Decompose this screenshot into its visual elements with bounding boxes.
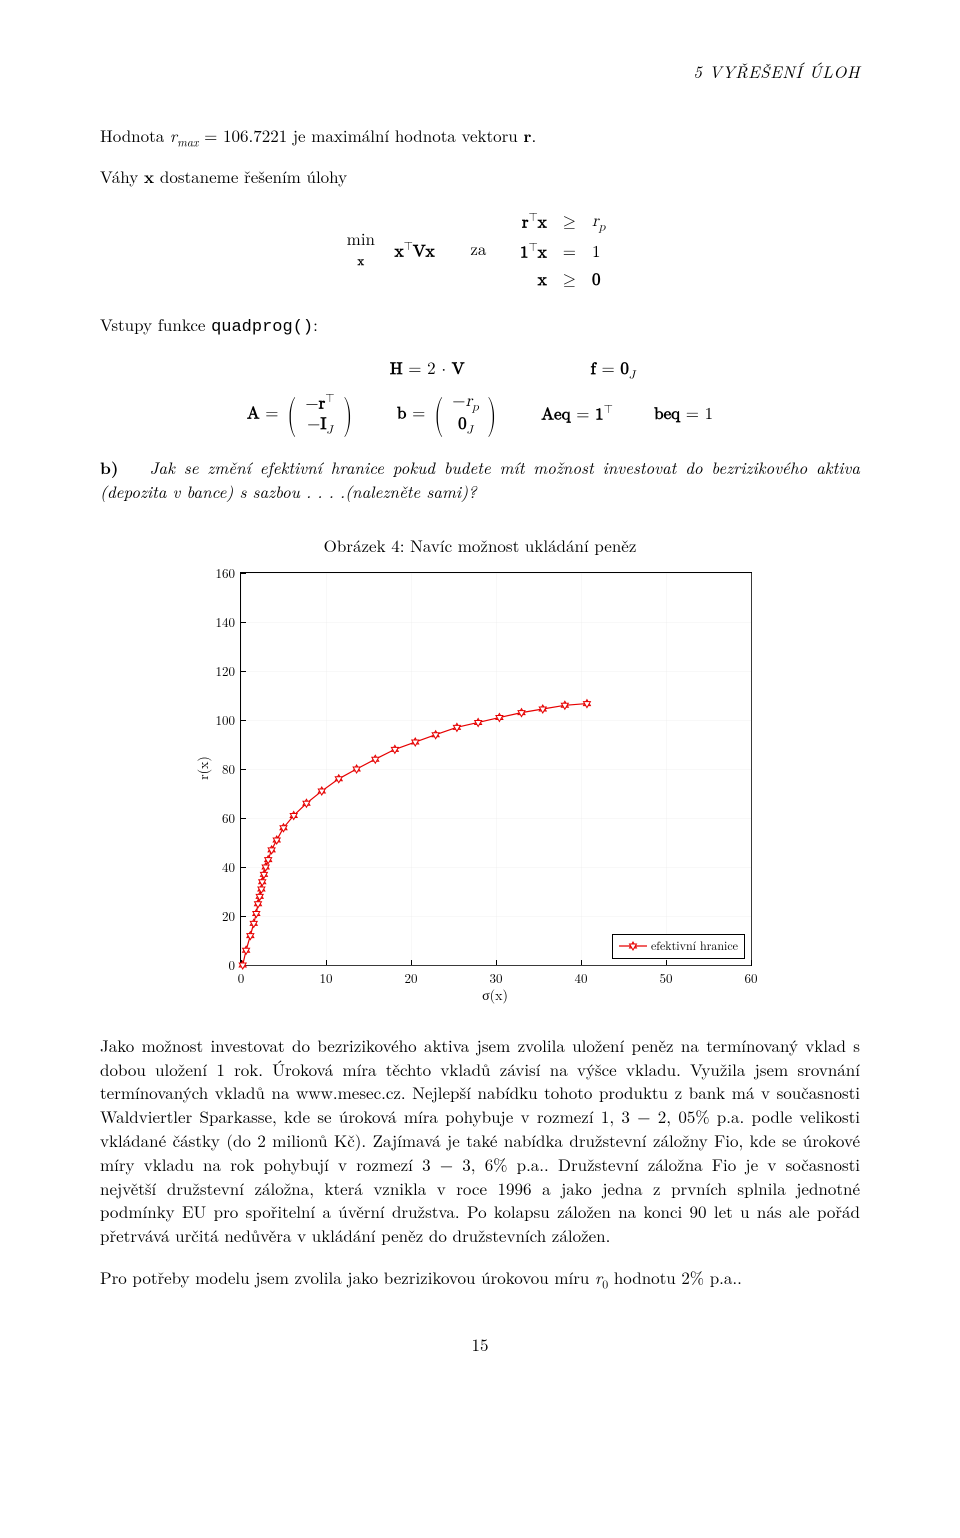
constraints-table: r⊤x≥rp 1⊤x=1 x≥0 xyxy=(512,208,613,295)
b-def: b = ( −rp0J ) xyxy=(397,392,500,437)
za: za xyxy=(470,239,486,263)
intro-line-1: Hodnota rmax = 106.7221 je maximální hod… xyxy=(100,124,860,151)
sub-x: x xyxy=(358,256,364,268)
min: min xyxy=(347,232,375,249)
page-number: 15 xyxy=(100,1333,860,1357)
inputs-label: Vstupy funkce quadprog(): xyxy=(100,313,860,340)
x-axis-label: σ(x) xyxy=(482,986,508,1006)
page: 5 VYŘEŠENÍ ÚLOH Hodnota rmax = 106.7221 … xyxy=(0,0,960,1417)
efficiency-frontier-chart: 0102030405060020406080100120140160efekti… xyxy=(185,564,775,1004)
body-paragraph-1: Jako možnost investovat do bezrizikového… xyxy=(100,1034,860,1248)
text: = 106.7221 je maximální hodnota vektoru xyxy=(198,123,523,147)
intro-line-2: Váhy x dostaneme řešením úlohy xyxy=(100,165,860,190)
A-def: A = ( −r⊤−IJ ) xyxy=(247,392,356,438)
text: Váhy x dostaneme řešením úlohy xyxy=(100,164,347,188)
text: . xyxy=(531,123,536,147)
equation-optimization: minx x⊤Vx za r⊤x≥rp 1⊤x=1 x≥0 xyxy=(100,208,860,295)
part-b-text: Jak se změní efektivní hranice pokud bud… xyxy=(100,455,860,504)
legend: efektivní hranice xyxy=(612,934,745,959)
body-paragraph-2: Pro potřeby modelu jsem zvolila jako bez… xyxy=(100,1266,860,1293)
beq-def: beq = 1 xyxy=(654,403,713,427)
y-axis-label: r(x) xyxy=(194,756,214,780)
func-name: quadprog() xyxy=(211,318,313,337)
sub-max: max xyxy=(177,134,198,150)
text: Hodnota xyxy=(100,123,170,147)
Aeq-def: Aeq = 1⊤ xyxy=(541,402,613,427)
part-b-label: b) xyxy=(100,456,118,480)
figure-caption: Obrázek 4: Navíc možnost ukládání peněz xyxy=(100,534,860,558)
text: : xyxy=(313,312,318,336)
running-header: 5 VYŘEŠENÍ ÚLOH xyxy=(100,60,860,84)
equation-quadprog-inputs: H = 2 · V f = 0J A = ( −r⊤−IJ ) b = ( −r… xyxy=(100,358,860,438)
text: Pro potřeby modelu jsem zvolila jako bez… xyxy=(100,1265,595,1289)
text: hodnotu 2% p.a.. xyxy=(608,1265,742,1289)
plot-area: 0102030405060020406080100120140160efekti… xyxy=(240,572,752,966)
text: Vstupy funkce xyxy=(100,312,211,336)
part-b: b) Jak se změní efektivní hranice pokud … xyxy=(100,456,860,505)
